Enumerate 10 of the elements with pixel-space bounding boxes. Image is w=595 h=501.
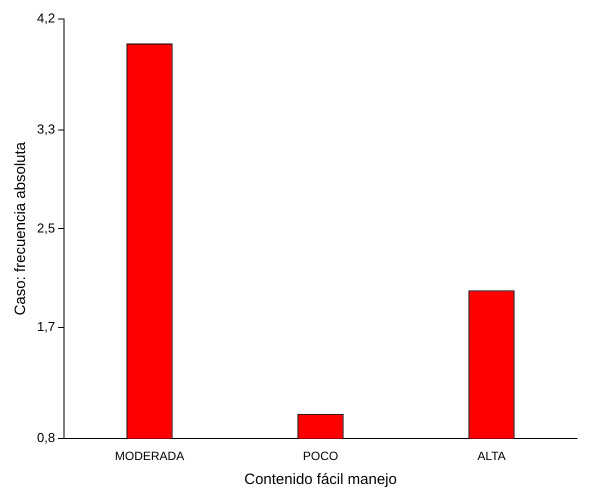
x-axis-title: Contenido fácil manejo [244,471,397,488]
y-tick-label: 2,5 [36,220,56,236]
x-tick-label: MODERADA [114,449,184,464]
y-tick-label: 4,2 [36,10,56,26]
x-tick-label: POCO [302,449,338,464]
x-tick-label: ALTA [477,449,506,464]
y-axis-title: Caso: frecuencia absoluta [12,141,30,316]
y-tick-label: 1,7 [36,319,56,334]
y-tick-label: 3,3 [36,122,56,136]
y-tick-label: 0,8 [36,430,56,446]
